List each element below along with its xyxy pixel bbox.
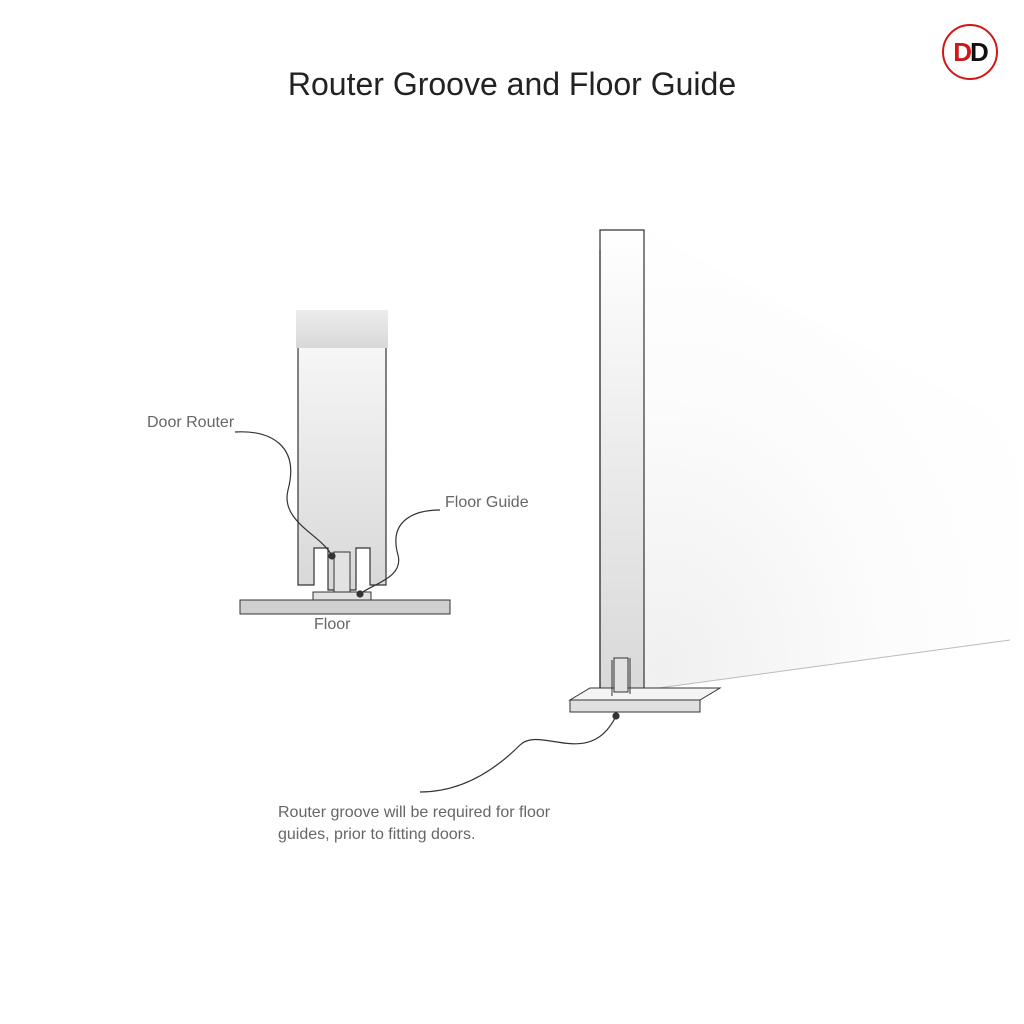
perspective-group — [570, 220, 1024, 712]
label-door-router: Door Router — [147, 414, 234, 432]
callout-line-note — [420, 713, 619, 792]
cross-section-group — [240, 270, 450, 614]
diagram-canvas — [0, 0, 1024, 1024]
label-floor-guide: Floor Guide — [445, 494, 529, 512]
note-text: Router groove will be required for floor… — [278, 802, 598, 847]
label-floor: Floor — [314, 616, 350, 634]
